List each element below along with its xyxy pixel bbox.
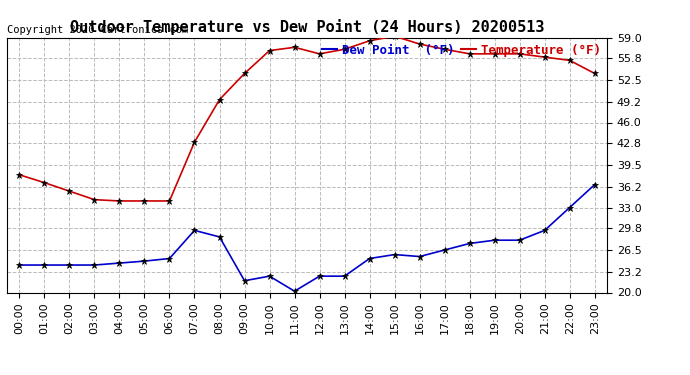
Legend: Dew Point  (°F), Temperature (°F): Dew Point (°F), Temperature (°F) — [322, 44, 601, 57]
Text: Copyright 2020 Cartronics.com: Copyright 2020 Cartronics.com — [7, 25, 188, 35]
Title: Outdoor Temperature vs Dew Point (24 Hours) 20200513: Outdoor Temperature vs Dew Point (24 Hou… — [70, 19, 544, 35]
